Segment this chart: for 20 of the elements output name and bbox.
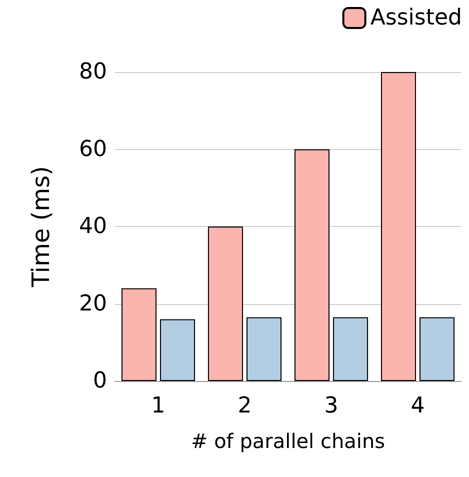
legend-label: Assisted <box>370 6 462 30</box>
bar <box>333 317 368 381</box>
x-tick-label: 2 <box>238 394 252 418</box>
bar <box>420 317 455 381</box>
x-axis-title: # of parallel chains <box>190 429 386 453</box>
bar <box>160 319 196 381</box>
y-tick-label: 40 <box>79 214 107 239</box>
bar <box>246 317 282 381</box>
bar <box>294 149 330 381</box>
bar <box>208 226 243 381</box>
bar <box>121 288 156 381</box>
bar <box>380 72 416 381</box>
x-tick-label: 3 <box>324 394 338 418</box>
y-tick-label: 0 <box>93 368 107 394</box>
x-tick-label: 1 <box>151 394 166 418</box>
y-axis-title: Time (ms) <box>27 166 55 288</box>
y-tick-label: 20 <box>79 291 107 316</box>
y-tick-label: 60 <box>79 136 107 162</box>
y-tick-label: 80 <box>79 60 107 84</box>
x-tick-label: 4 <box>410 394 425 418</box>
